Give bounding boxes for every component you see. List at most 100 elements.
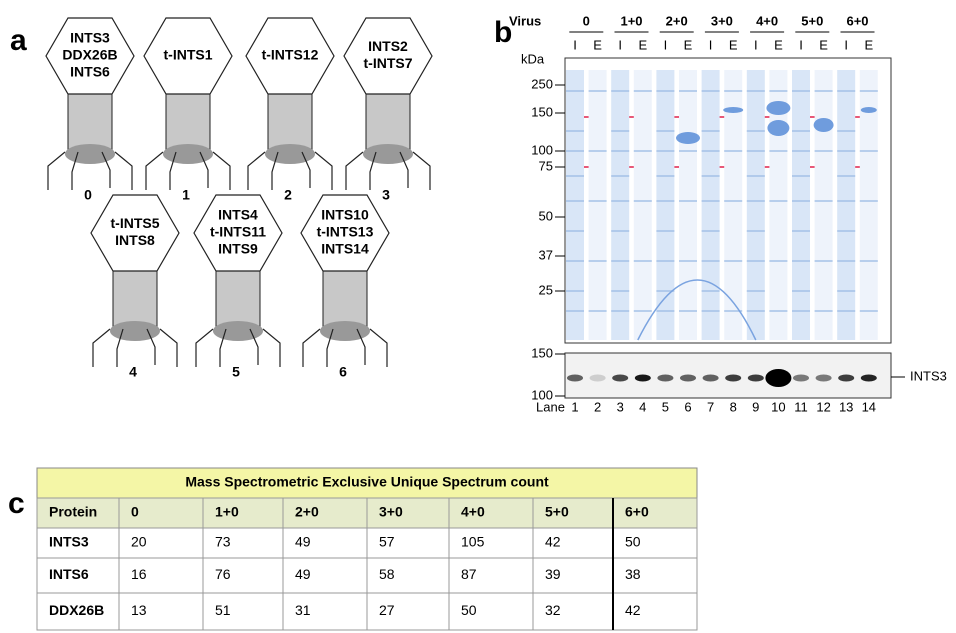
group-label: 4+0 (756, 13, 778, 28)
virus-base (265, 144, 315, 164)
gel-lane (611, 70, 630, 340)
gel-band (656, 290, 675, 292)
gel-band (746, 290, 765, 292)
virus-base (213, 321, 263, 341)
marker-label: 25 (539, 282, 553, 297)
header-text: 4+0 (461, 504, 485, 520)
lane-number: 4 (639, 399, 646, 414)
lane-number: 7 (707, 399, 714, 414)
marker-label: 250 (531, 76, 553, 91)
gel-band (724, 310, 743, 312)
gel-band (676, 132, 700, 144)
virus-leg (247, 151, 266, 190)
gel-band (814, 90, 833, 92)
virus-leg (159, 328, 178, 367)
gel-band (769, 150, 788, 152)
lane-number: 5 (662, 399, 669, 414)
virus-base (320, 321, 370, 341)
blot-band (567, 374, 583, 382)
gel-band (792, 90, 810, 92)
cell-text: 20 (131, 534, 147, 550)
virus-protein: INTS2 (368, 38, 408, 54)
gel-band (837, 130, 856, 132)
gel-band (566, 290, 584, 292)
cell-text: 105 (461, 534, 485, 550)
gel-band (746, 90, 765, 92)
gel-band (566, 150, 584, 152)
blot-band (747, 374, 764, 382)
blot-marker-label: 150 (531, 345, 553, 360)
gel-band (837, 310, 856, 312)
lane-type: I (799, 37, 803, 52)
cell-text: 49 (295, 566, 311, 582)
virus-leg (47, 151, 66, 190)
cell-text: 27 (379, 602, 395, 618)
blot-band (612, 374, 629, 382)
virus-head (193, 194, 283, 272)
gel-band (656, 230, 675, 232)
cell-text: 31 (295, 602, 311, 618)
virus-tail (365, 93, 411, 153)
virus-base (110, 321, 160, 341)
gel-band (611, 90, 630, 92)
gel-lane (769, 70, 788, 340)
marker-label: 75 (539, 158, 553, 173)
gel-band (656, 310, 675, 312)
virus-leg (146, 328, 156, 365)
gel-band (566, 130, 584, 132)
gel-band (701, 200, 720, 202)
header-cell (448, 497, 534, 529)
virus-protein: INTS8 (115, 232, 155, 248)
panel-label: a (10, 24, 27, 57)
gel-band (588, 260, 607, 262)
gel-band (656, 260, 675, 262)
lane-number: 9 (752, 399, 759, 414)
gel-lane (633, 70, 652, 340)
virus-protein: DDX26B (62, 47, 117, 63)
gel-band (566, 260, 584, 262)
gel-band (859, 90, 878, 92)
header-cell (532, 497, 614, 529)
gel-band (656, 150, 675, 152)
gel-band (679, 150, 697, 152)
cell-text: 76 (215, 566, 231, 582)
gel-band (679, 310, 697, 312)
gel-band (724, 260, 743, 262)
virus-number: 6 (339, 364, 347, 380)
blot-label: INTS3 (910, 368, 947, 383)
virus-leg (92, 328, 111, 367)
table-cell (448, 592, 534, 631)
header-cell (612, 497, 698, 529)
header-text: 1+0 (215, 504, 239, 520)
gel-band (633, 310, 652, 312)
group-label: 0 (583, 13, 590, 28)
header-text: Protein (49, 504, 97, 520)
gel-band (814, 150, 833, 152)
lane-number: 14 (862, 399, 876, 414)
table-cell (36, 557, 120, 594)
cell-text: 32 (545, 602, 561, 618)
lane-number: 6 (684, 399, 691, 414)
gel-lane (566, 70, 584, 340)
gel-band (792, 290, 810, 292)
virus-base (363, 144, 413, 164)
gel-lane (814, 70, 833, 340)
gel-band (859, 200, 878, 202)
gel-band (746, 230, 765, 232)
lane-type: I (754, 37, 758, 52)
gel-band (656, 175, 675, 177)
gel-band (837, 290, 856, 292)
gel-band (701, 90, 720, 92)
group-label: 1+0 (620, 13, 642, 28)
panel-label: c (8, 487, 25, 520)
gel-band (566, 230, 584, 232)
gel-band (837, 200, 856, 202)
table-cell (612, 527, 698, 559)
virus-leg (116, 328, 124, 367)
gel-band (611, 150, 630, 152)
gel-artifact (637, 279, 757, 341)
gel-band (837, 175, 856, 177)
gel-band (679, 200, 697, 202)
virus-leg (412, 151, 431, 190)
virus-leg (71, 151, 79, 190)
